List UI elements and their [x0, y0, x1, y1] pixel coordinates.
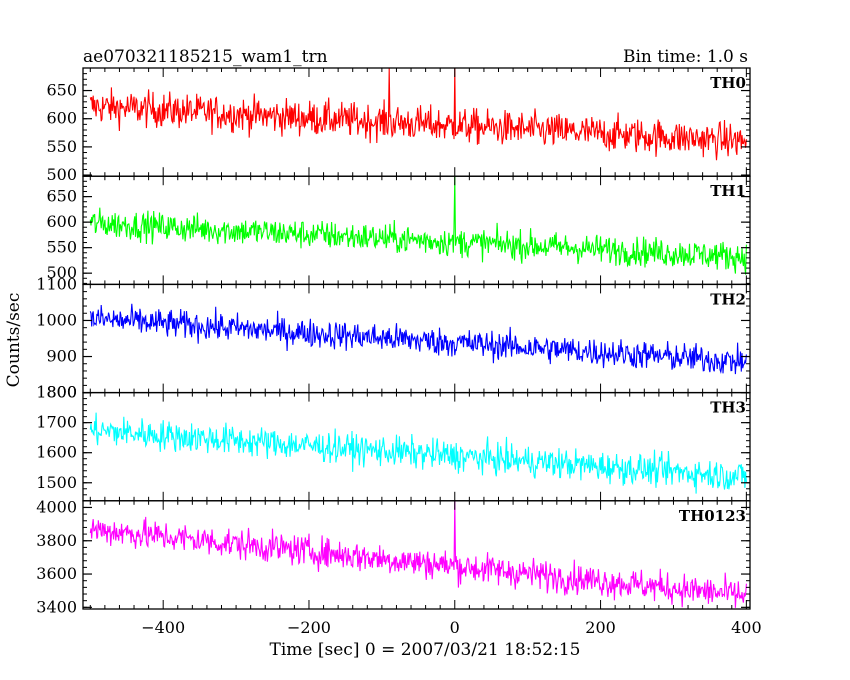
x-tick-label: 200: [585, 618, 616, 637]
series-line-th3: [89, 412, 747, 494]
x-tick-label: −200: [287, 618, 331, 637]
y-tick-label: 800: [46, 383, 77, 402]
series-line-th0: [89, 68, 747, 161]
panel-frame: [82, 500, 751, 610]
panel-label-th1: TH1: [710, 182, 746, 200]
y-tick-label: 600: [46, 109, 77, 128]
y-tick-label: 1100: [36, 274, 77, 293]
y-tick-label: 600: [46, 212, 77, 231]
y-tick-label: 1500: [36, 473, 77, 492]
series-line-th0123: [89, 500, 747, 608]
y-tick-label: 3600: [36, 564, 77, 583]
y-tick-label: 1700: [36, 413, 77, 432]
y-axis-label: Counts/sec: [4, 293, 24, 388]
panel-th3: 1500 1600 1700 1800 TH3: [36, 383, 751, 502]
y-tick-label: 500: [46, 263, 77, 282]
x-axis-label: Time [sec] 0 = 2007/03/21 18:52:15: [270, 640, 581, 660]
x-axis: −400 −200 0 200 400: [141, 618, 761, 637]
y-tick-label: 550: [46, 137, 77, 156]
y-tick-label: 3800: [36, 531, 77, 550]
y-tick-label: 1800: [36, 383, 77, 402]
panel-th0123: 3400 3600 3800 4000 TH0123: [36, 497, 751, 616]
y-tick-label: 650: [46, 187, 77, 206]
y-tick-label: 1000: [36, 310, 77, 329]
y-tick-label: 1600: [36, 443, 77, 462]
y-tick-label: 3400: [36, 597, 77, 616]
y-tick-label: 900: [46, 347, 77, 366]
chart-title: ae070321185215_wam1_trn: [83, 47, 328, 67]
y-tick-label: 550: [46, 238, 77, 257]
y-tick-label: 650: [46, 81, 77, 100]
series-line-th2: [89, 303, 747, 375]
x-tick-label: −400: [141, 618, 185, 637]
panel-frame: [82, 67, 751, 177]
panel-label-th0123: TH0123: [679, 507, 746, 525]
panel-th0: 500 550 600 650 TH0: [46, 67, 751, 184]
panel-label-th2: TH2: [710, 290, 746, 308]
panels-group: 500 550 600 650 TH0 500 550 600 650 TH1 800 900 1000…: [36, 67, 751, 616]
panel-label-th3: TH3: [710, 399, 746, 417]
panel-th2: 800 900 1000 1100 TH2: [36, 274, 751, 402]
x-tick-label: 400: [731, 618, 762, 637]
panel-label-th0: TH0: [710, 74, 746, 92]
chart-subtitle: Bin time: 1.0 s: [623, 47, 748, 67]
series-line-th1: [89, 176, 747, 275]
y-tick-label: 500: [46, 165, 77, 184]
panel-th1: 500 550 600 650 TH1: [46, 175, 751, 286]
y-tick-label: 4000: [36, 497, 77, 516]
x-tick-label: 0: [450, 618, 460, 637]
